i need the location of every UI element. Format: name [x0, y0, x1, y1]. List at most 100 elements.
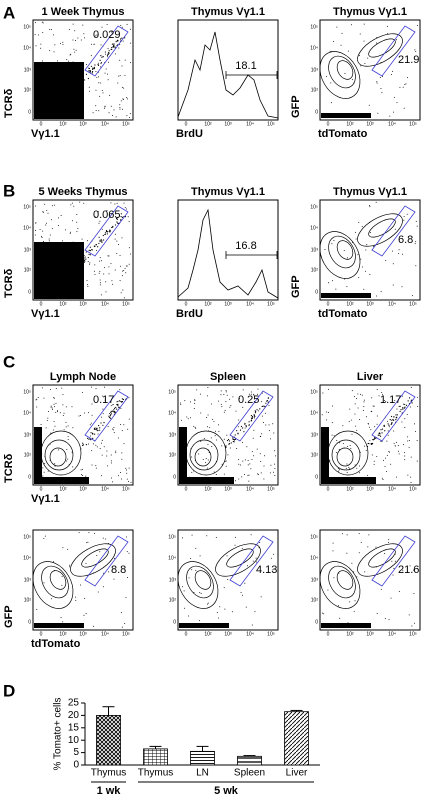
event-dot — [45, 100, 47, 102]
event-dot — [117, 216, 119, 219]
event-dot — [37, 443, 39, 445]
event-dot — [259, 408, 261, 410]
plot-title: Lymph Node — [50, 371, 116, 383]
event-dot — [259, 453, 261, 455]
event-dot — [247, 565, 249, 567]
event-dot — [70, 89, 72, 91]
contour — [194, 447, 212, 467]
event-dot — [368, 443, 370, 445]
event-dot — [203, 438, 205, 440]
event-dot — [44, 535, 46, 537]
event-dot — [128, 247, 130, 249]
event-dot — [47, 470, 49, 472]
event-dot — [45, 260, 47, 262]
event-dot — [238, 463, 240, 465]
event-dot — [121, 65, 123, 67]
event-dot — [212, 418, 214, 420]
event-dot — [326, 75, 328, 77]
event-dot — [386, 440, 388, 442]
event-dot — [68, 29, 70, 31]
event-dot — [371, 410, 373, 412]
event-dot — [247, 459, 249, 461]
event-dot — [380, 291, 382, 293]
event-dot — [63, 429, 65, 431]
y-tick-label: 10⁴ — [310, 225, 318, 231]
event-dot — [241, 441, 243, 443]
event-dot — [114, 224, 117, 226]
event-dot — [392, 574, 394, 576]
event-dot — [225, 460, 227, 462]
event-dot — [52, 429, 54, 431]
event-dot — [398, 405, 400, 407]
event-dot — [409, 406, 411, 408]
event-dot — [109, 94, 111, 96]
event-dot — [388, 541, 390, 543]
event-dot — [94, 64, 96, 66]
event-dot — [126, 115, 128, 117]
event-dot — [119, 104, 121, 106]
event-dot — [403, 216, 405, 218]
event-dot — [92, 572, 94, 574]
gate-value: 0.25 — [238, 394, 259, 406]
event-dot — [386, 25, 388, 27]
event-dot — [99, 282, 101, 284]
event-dot — [76, 103, 78, 105]
event-dot — [261, 415, 263, 417]
event-dot — [69, 566, 71, 568]
contour — [328, 235, 356, 269]
event-dot — [412, 295, 414, 297]
event-dot — [251, 624, 253, 626]
event-dot — [115, 452, 117, 454]
event-dot — [396, 39, 398, 41]
dense-population — [34, 62, 84, 119]
event-dot — [401, 395, 403, 397]
flow-plot: tdTomato GFP 0 0 10² 10² 10³ 10³ 10⁴ 10⁴ 10⁵ 10⁵ 8.8 — [3, 529, 134, 650]
event-dot — [401, 286, 403, 288]
x-tick-label: 10² — [346, 631, 354, 637]
event-dot — [46, 289, 48, 291]
event-dot — [81, 444, 84, 447]
event-dot — [68, 294, 70, 296]
event-dot — [379, 433, 381, 435]
x-tick-label: 0 — [40, 486, 43, 492]
event-dot — [86, 542, 88, 544]
event-dot — [56, 410, 58, 412]
gate-value: 4.13 — [256, 564, 277, 576]
event-dot — [45, 68, 47, 70]
event-dot — [99, 260, 101, 262]
event-dot — [255, 557, 257, 559]
event-dot — [85, 73, 88, 75]
event-dot — [415, 265, 417, 267]
gate-value: 16.8 — [235, 240, 256, 252]
event-dot — [123, 99, 125, 101]
event-dot — [407, 436, 409, 438]
event-dot — [47, 109, 49, 111]
y-tick-label: 20 — [68, 710, 80, 721]
event-dot — [101, 228, 103, 230]
event-dot — [357, 393, 359, 395]
event-dot — [89, 435, 91, 437]
event-dot — [40, 251, 42, 253]
event-dot — [130, 42, 132, 44]
x-axis-label: Vγ1.1 — [31, 128, 60, 140]
event-dot — [98, 222, 100, 224]
event-dot — [121, 26, 123, 28]
event-dot — [37, 256, 39, 258]
flow-plot: Lymph Node Vγ1.1 TCRδ 0 0 10² 10² 10³ 10³ 10⁴ 10⁴ 1… — [3, 371, 134, 505]
event-dot — [93, 43, 95, 45]
event-dot — [89, 249, 91, 252]
event-dot — [331, 422, 333, 424]
event-dot — [416, 225, 418, 227]
event-dot — [349, 408, 351, 410]
event-dot — [125, 265, 127, 267]
event-dot — [62, 394, 64, 396]
event-dot — [396, 414, 398, 416]
x-tick-label: Spleen — [234, 768, 265, 779]
event-dot — [399, 410, 401, 412]
event-dot — [62, 414, 64, 416]
event-dot — [340, 44, 342, 46]
x-tick-label: 10⁵ — [122, 486, 130, 492]
event-dot — [118, 406, 120, 408]
event-dot — [208, 452, 210, 454]
event-dot — [191, 471, 193, 473]
